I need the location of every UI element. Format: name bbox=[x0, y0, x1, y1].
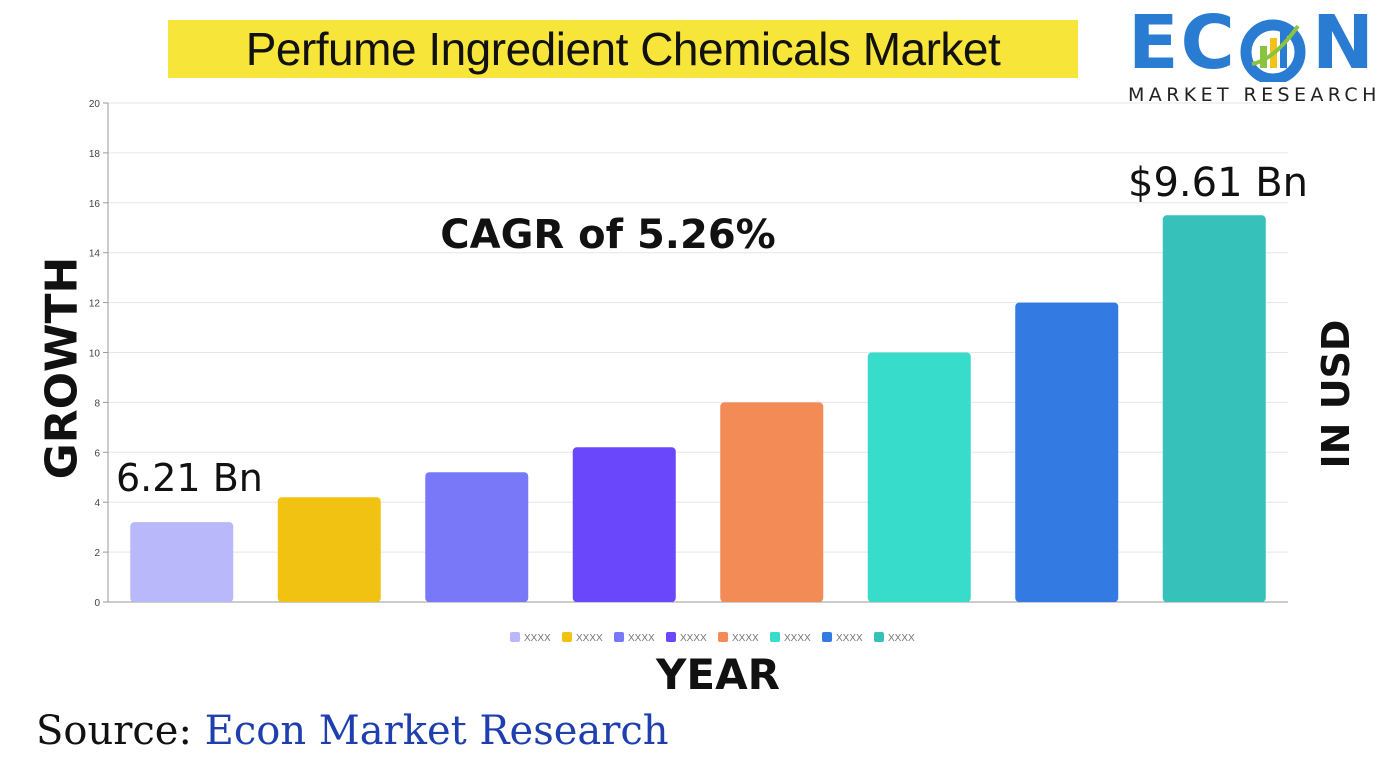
econ-logo: EC N MARKET RESEARCH bbox=[1122, 6, 1384, 110]
title-banner: Perfume Ingredient Chemicals Market bbox=[168, 20, 1078, 78]
start-value-label: 6.21 Bn bbox=[116, 456, 263, 500]
bar bbox=[277, 497, 381, 602]
logo-subtitle: MARKET RESEARCH bbox=[1128, 84, 1381, 106]
logo-word-left: EC bbox=[1128, 0, 1237, 86]
y-tick-label: 12 bbox=[89, 299, 101, 310]
bar bbox=[572, 447, 676, 602]
bar bbox=[867, 352, 971, 602]
legend-label: XXXX bbox=[888, 633, 915, 644]
legend-label: XXXX bbox=[784, 633, 811, 644]
bar bbox=[130, 522, 234, 602]
cagr-annotation: CAGR of 5.26% bbox=[440, 212, 776, 258]
x-axis-label: YEAR bbox=[656, 650, 780, 699]
legend-swatch bbox=[874, 632, 884, 642]
bar bbox=[720, 402, 824, 602]
bar bbox=[425, 472, 529, 602]
legend-label: XXXX bbox=[628, 633, 655, 644]
y-tick-label: 18 bbox=[89, 149, 101, 160]
chart-title: Perfume Ingredient Chemicals Market bbox=[245, 23, 1001, 75]
y-tick-label: 14 bbox=[89, 249, 101, 260]
secondary-axis-label: IN USD bbox=[1314, 319, 1358, 469]
legend-label: XXXX bbox=[576, 633, 603, 644]
bar bbox=[1015, 302, 1119, 602]
y-tick-label: 0 bbox=[94, 598, 100, 609]
source-prefix: Source: bbox=[36, 708, 192, 754]
y-tick-label: 10 bbox=[89, 349, 101, 360]
legend-swatch bbox=[510, 632, 520, 642]
source-org: Econ Market Research bbox=[204, 708, 669, 754]
y-axis-label: GROWTH bbox=[36, 256, 88, 480]
y-tick-label: 6 bbox=[94, 448, 100, 459]
y-tick-label: 4 bbox=[94, 498, 100, 509]
y-tick-label: 8 bbox=[94, 398, 100, 409]
legend-swatch bbox=[770, 632, 780, 642]
legend-swatch bbox=[562, 632, 572, 642]
source-line: Source: Econ Market Research bbox=[36, 708, 669, 754]
legend-swatch bbox=[666, 632, 676, 642]
logo-word-right: N bbox=[1312, 0, 1376, 86]
logo-chart-icon bbox=[1240, 19, 1306, 82]
legend-label: XXXX bbox=[836, 633, 863, 644]
legend-swatch bbox=[718, 632, 728, 642]
y-tick-label: 20 bbox=[89, 99, 101, 110]
legend-label: XXXX bbox=[732, 633, 759, 644]
end-value-label: $9.61 Bn bbox=[1128, 160, 1309, 206]
y-tick-label: 16 bbox=[89, 199, 101, 210]
legend-swatch bbox=[822, 632, 832, 642]
legend-swatch bbox=[614, 632, 624, 642]
bar bbox=[1162, 215, 1266, 602]
legend-label: XXXX bbox=[680, 633, 707, 644]
y-tick-label: 2 bbox=[94, 548, 100, 559]
legend-label: XXXX bbox=[524, 633, 551, 644]
